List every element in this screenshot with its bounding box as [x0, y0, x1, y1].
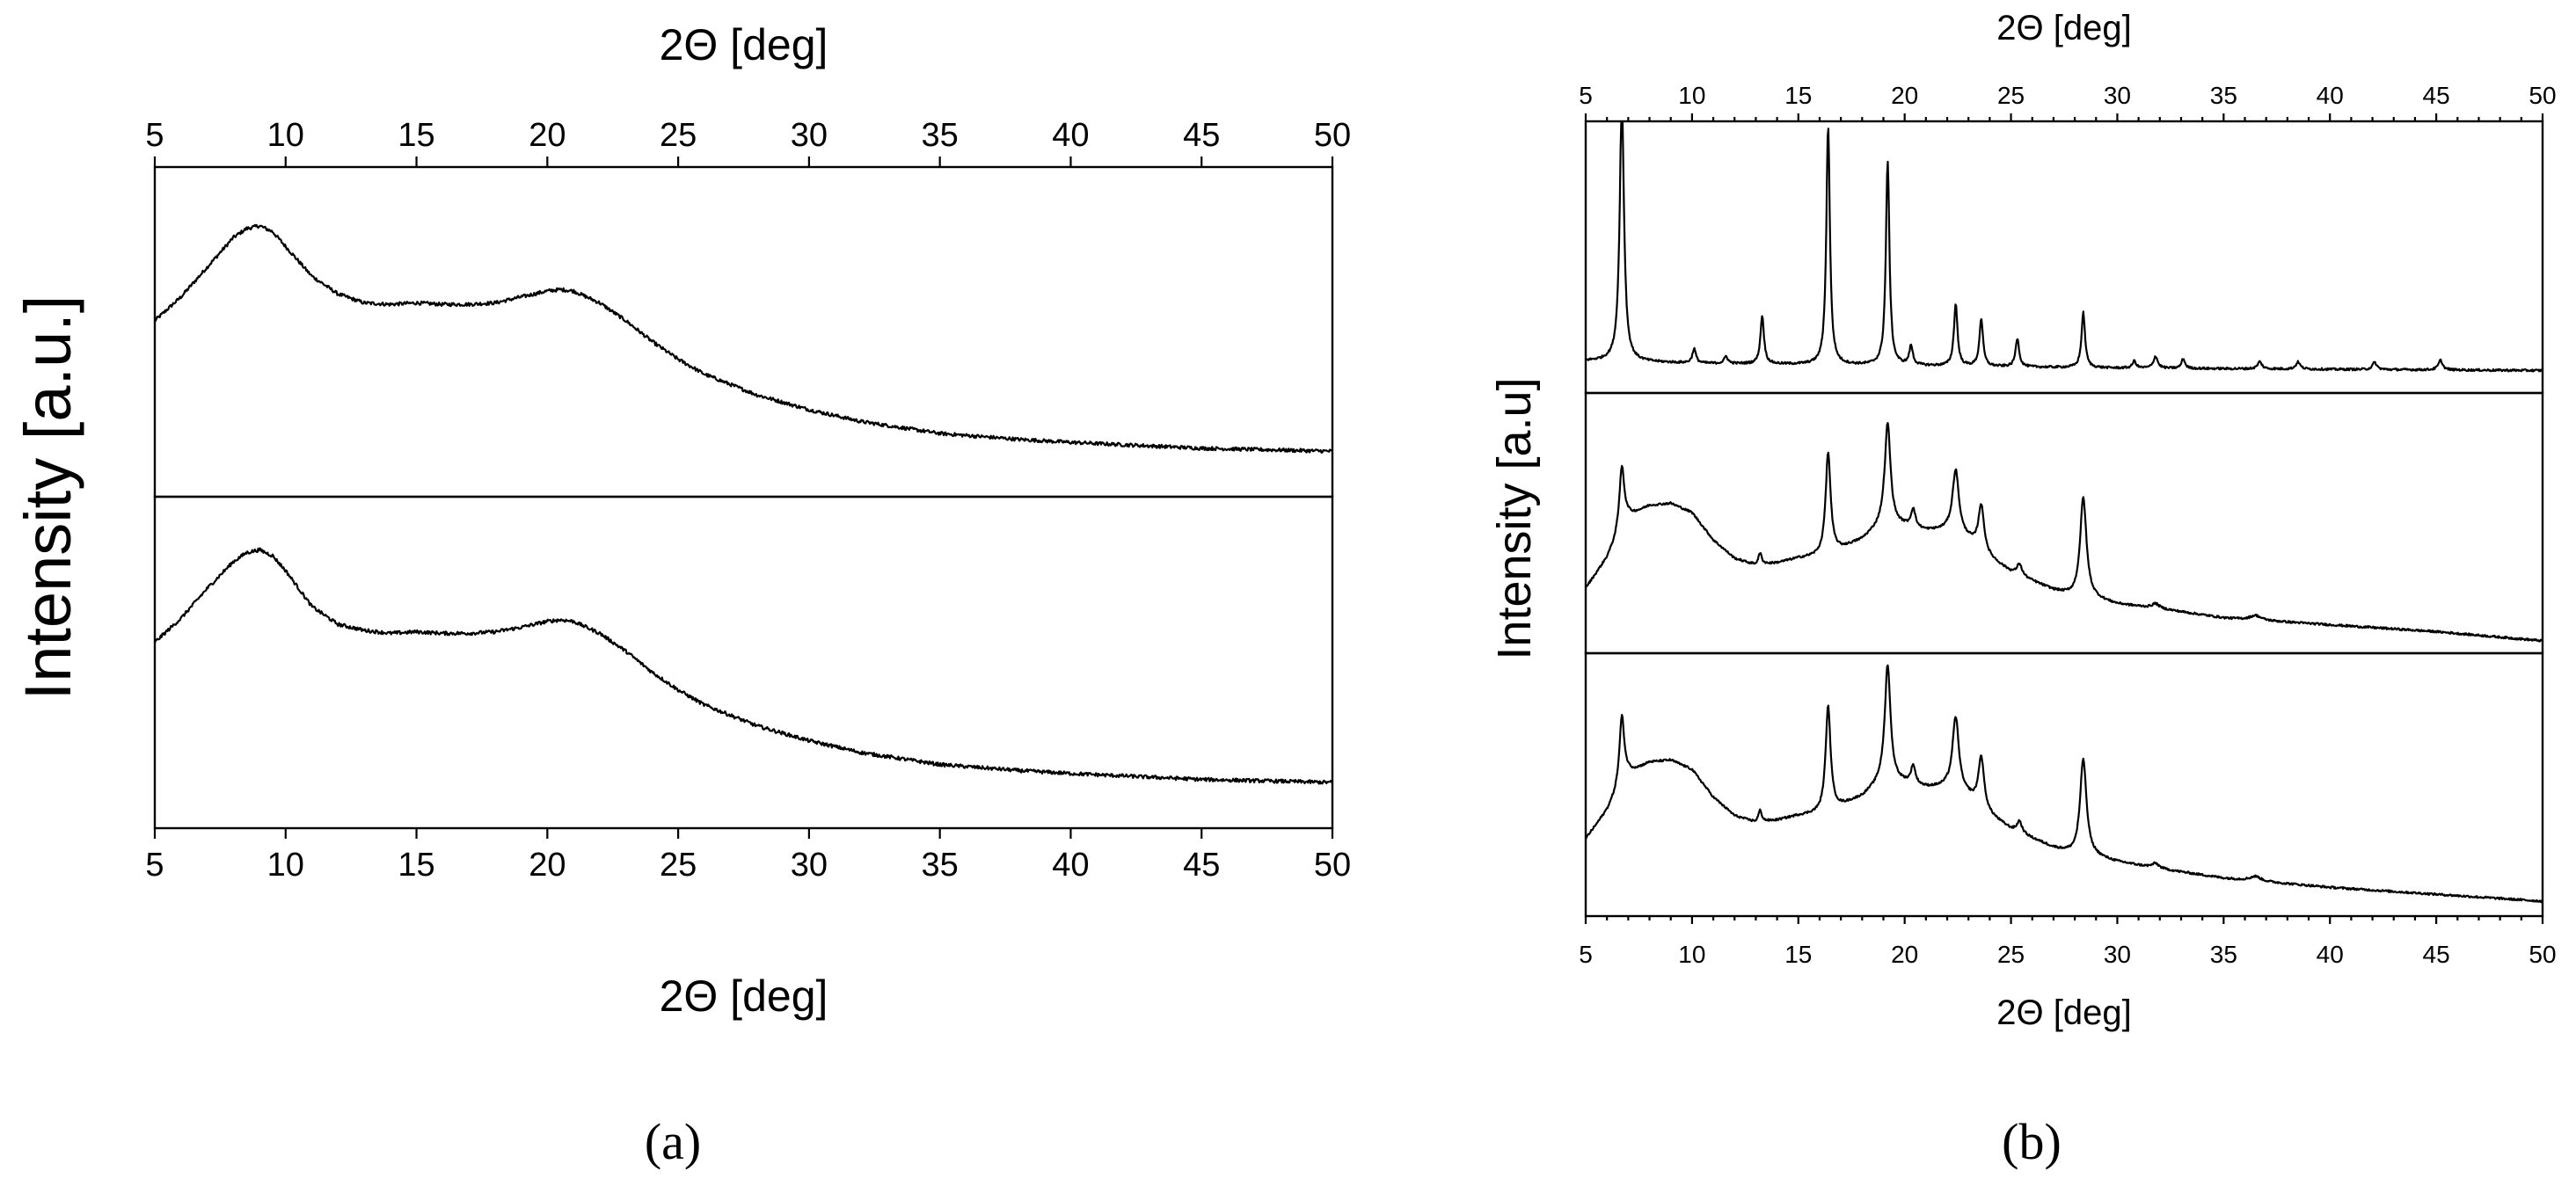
panel-a-series-1-line — [154, 223, 1333, 455]
x-tick-label-bottom: 25 — [660, 847, 697, 884]
panel-b-series-3-line — [1585, 664, 2543, 904]
x-tick-label-bottom: 10 — [1678, 941, 1705, 968]
x-tick-label-top: 35 — [2210, 82, 2237, 109]
x-tick-label-bottom: 10 — [267, 847, 304, 884]
panel-label: (a) — [645, 1113, 701, 1170]
x-tick-label-bottom: 35 — [2210, 941, 2237, 968]
panel-a-chart: 5 5 10 10 15 15 20 20 25 25 30 30 35 35 40 40 45 45 50 50 2Θ… — [11, 20, 1351, 1170]
panel-b-chart: 5 5 10 10 15 15 20 20 25 25 30 30 35 35 40 40 45 45 50 50 2Θ… — [1488, 9, 2557, 1170]
x-axis-title-bottom: 2Θ [deg] — [660, 971, 828, 1021]
x-tick-label-top: 20 — [1891, 82, 1918, 109]
x-tick-label-top: 5 — [1579, 82, 1593, 109]
x-tick-label-bottom: 40 — [2317, 941, 2344, 968]
x-tick-label-bottom: 45 — [1183, 847, 1220, 884]
x-axis-title-top: 2Θ [deg] — [660, 20, 828, 69]
x-tick-label-bottom: 5 — [1579, 941, 1593, 968]
x-tick-label-bottom: 50 — [1314, 847, 1351, 884]
x-tick-label-top: 10 — [1678, 82, 1705, 109]
x-tick-label-top: 5 — [145, 117, 164, 154]
panel-b-series-2-line — [1584, 422, 2543, 643]
x-tick-label-top: 45 — [2423, 82, 2450, 109]
x-tick-label-bottom: 50 — [2529, 941, 2556, 968]
x-tick-label-bottom: 25 — [1997, 941, 2025, 968]
y-axis-title: Intensity [a.u.] — [11, 295, 84, 701]
panel-a-frame-2 — [153, 495, 1334, 830]
x-tick-label-top: 15 — [1784, 82, 1812, 109]
x-tick-label-bottom: 40 — [1052, 847, 1089, 884]
x-tick-label-bottom: 15 — [398, 847, 434, 884]
x-tick-label-top: 40 — [1052, 117, 1089, 154]
x-tick-label-bottom: 20 — [529, 847, 566, 884]
x-tick-label-bottom: 20 — [1891, 941, 1918, 968]
x-tick-label-top: 15 — [398, 117, 434, 154]
x-tick-label-top: 20 — [529, 117, 566, 154]
x-tick-label-bottom: 5 — [145, 847, 164, 884]
x-tick-label-bottom: 45 — [2423, 941, 2450, 968]
x-tick-label-top: 25 — [660, 117, 697, 154]
panel-b-frame-3 — [1584, 651, 2544, 918]
x-tick-label-top: 30 — [791, 117, 828, 154]
x-tick-label-top: 30 — [2104, 82, 2131, 109]
x-tick-label-bottom: 15 — [1784, 941, 1812, 968]
panel-a-series-2-line — [153, 547, 1333, 785]
panel-b-series-1-line — [1585, 121, 2543, 373]
x-tick-label-top: 40 — [2317, 82, 2344, 109]
x-axis-title-top: 2Θ [deg] — [1996, 9, 2131, 47]
y-axis-title: Intensity [a.u] — [1488, 377, 1541, 659]
x-tick-label-top: 25 — [1997, 82, 2025, 109]
x-tick-label-bottom: 30 — [791, 847, 828, 884]
x-tick-label-top: 50 — [1314, 117, 1351, 154]
x-axis-title-bottom: 2Θ [deg] — [1996, 993, 2131, 1032]
x-tick-label-top: 50 — [2529, 82, 2556, 109]
x-tick-label-top: 10 — [267, 117, 304, 154]
x-tick-label-top: 45 — [1183, 117, 1220, 154]
x-tick-label-top: 35 — [922, 117, 959, 154]
x-tick-label-bottom: 30 — [2104, 941, 2131, 968]
x-tick-label-bottom: 35 — [922, 847, 959, 884]
panel-label: (b) — [2002, 1113, 2062, 1170]
